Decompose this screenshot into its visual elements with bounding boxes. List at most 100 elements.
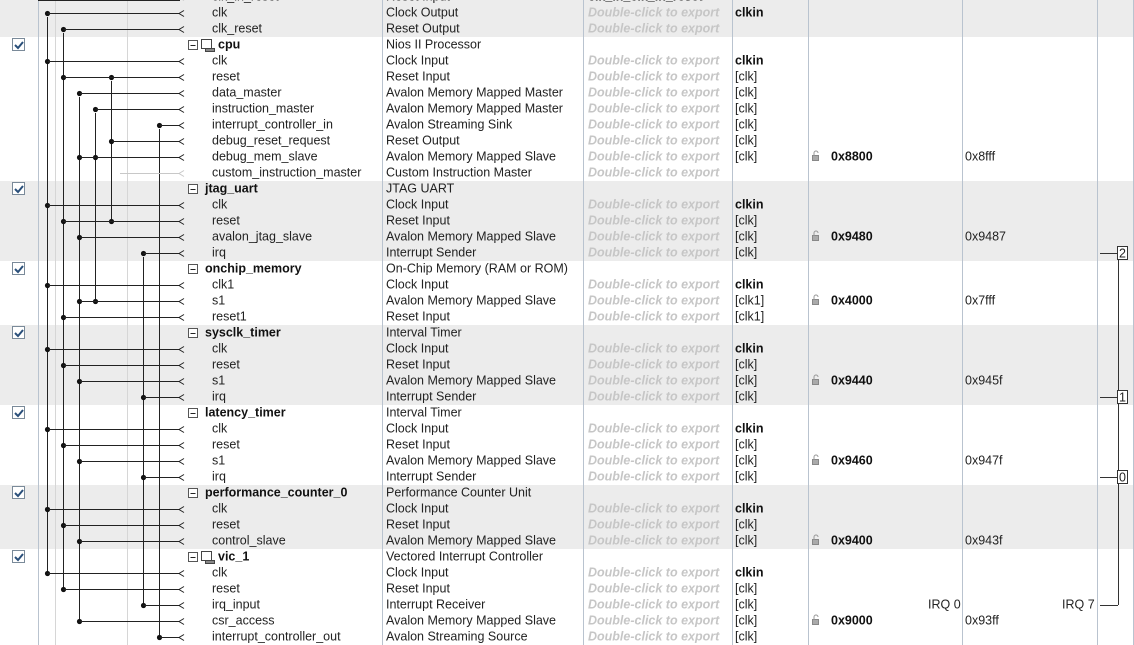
- export[interactable]: Double-click to export: [588, 117, 720, 131]
- export[interactable]: Double-click to export: [588, 85, 720, 99]
- row-background: [0, 69, 1134, 85]
- enable-checkbox[interactable]: [12, 262, 25, 275]
- lock-shackle: [813, 150, 819, 156]
- export[interactable]: Double-click to export: [588, 453, 720, 467]
- clock: clkin: [735, 197, 764, 211]
- collapse-toggle[interactable]: [188, 40, 198, 50]
- export[interactable]: Double-click to export: [588, 69, 720, 83]
- enable-checkbox[interactable]: [12, 326, 25, 339]
- collapse-toggle[interactable]: [188, 328, 198, 338]
- irq-number[interactable]: 0: [1119, 470, 1126, 484]
- lock-shackle: [813, 294, 819, 300]
- export[interactable]: Double-click to export: [588, 469, 720, 483]
- description: Reset Input: [386, 213, 450, 227]
- export[interactable]: Double-click to export: [588, 165, 720, 179]
- description: Reset Input: [386, 517, 450, 531]
- collapse-toggle[interactable]: [188, 488, 198, 498]
- port-name: debug_reset_request: [212, 133, 331, 147]
- description: Avalon Memory Mapped Slave: [386, 293, 556, 307]
- clock: clkin: [735, 421, 764, 435]
- end-address: 0x943f: [965, 533, 1003, 547]
- base-address[interactable]: 0x4000: [831, 293, 873, 307]
- description: Avalon Streaming Source: [386, 629, 528, 643]
- checkbox-box: [12, 550, 25, 563]
- description: Reset Input: [386, 357, 450, 371]
- export[interactable]: Double-click to export: [588, 277, 720, 291]
- enable-checkbox[interactable]: [12, 406, 25, 419]
- checkbox-box: [12, 182, 25, 195]
- collapse-toggle[interactable]: [188, 408, 198, 418]
- export[interactable]: Double-click to export: [588, 533, 720, 547]
- irq-number[interactable]: 1: [1119, 390, 1126, 404]
- export[interactable]: Double-click to export: [588, 229, 720, 243]
- export[interactable]: Double-click to export: [588, 133, 720, 147]
- module-name[interactable]: onchip_memory: [205, 261, 302, 275]
- export[interactable]: Double-click to export: [588, 21, 720, 35]
- checkbox-box: [12, 38, 25, 51]
- row-background: [0, 613, 1134, 629]
- base-address[interactable]: 0x9480: [831, 229, 873, 243]
- export[interactable]: Double-click to export: [588, 597, 720, 611]
- export[interactable]: Double-click to export: [588, 53, 720, 67]
- clock: clkin: [735, 341, 764, 355]
- irq-number[interactable]: 2: [1119, 246, 1126, 260]
- module-name[interactable]: cpu: [218, 37, 240, 51]
- export[interactable]: Double-click to export: [588, 213, 720, 227]
- collapse-toggle[interactable]: [188, 184, 198, 194]
- port-name: clk: [212, 501, 228, 515]
- clock: [clk1]: [735, 293, 764, 307]
- enable-checkbox[interactable]: [12, 38, 25, 51]
- export[interactable]: Double-click to export: [588, 5, 720, 19]
- export[interactable]: Double-click to export: [588, 389, 720, 403]
- export[interactable]: Double-click to export: [588, 101, 720, 115]
- description: Vectored Interrupt Controller: [386, 549, 543, 563]
- clock: [clk]: [735, 581, 757, 595]
- export[interactable]: Double-click to export: [588, 245, 720, 259]
- export[interactable]: Double-click to export: [588, 149, 720, 163]
- export[interactable]: Double-click to export: [588, 565, 720, 579]
- export[interactable]: Double-click to export: [588, 197, 720, 211]
- module-name[interactable]: jtag_uart: [204, 181, 259, 195]
- lock-shackle: [813, 230, 819, 236]
- checkbox-box: [12, 486, 25, 499]
- enable-checkbox[interactable]: [12, 550, 25, 563]
- export[interactable]: Double-click to export: [588, 421, 720, 435]
- export[interactable]: clk_in_clk_in_reset: [588, 0, 703, 3]
- port-name: reset: [212, 437, 240, 451]
- enable-checkbox[interactable]: [12, 486, 25, 499]
- base-address[interactable]: 0x9400: [831, 533, 873, 547]
- collapse-toggle[interactable]: [188, 264, 198, 274]
- export[interactable]: Double-click to export: [588, 373, 720, 387]
- row-background: [0, 629, 1134, 645]
- base-address[interactable]: 0x9440: [831, 373, 873, 387]
- clock: clkin: [735, 277, 764, 291]
- export[interactable]: Double-click to export: [588, 629, 720, 643]
- export[interactable]: Double-click to export: [588, 517, 720, 531]
- enable-checkbox[interactable]: [12, 182, 25, 195]
- irq-box: [1117, 390, 1128, 404]
- collapse-toggle[interactable]: [188, 552, 198, 562]
- export[interactable]: Double-click to export: [588, 341, 720, 355]
- processor-icon: [201, 551, 212, 561]
- base-address[interactable]: 0x8800: [831, 149, 873, 163]
- export[interactable]: Double-click to export: [588, 581, 720, 595]
- description: Avalon Streaming Sink: [386, 117, 513, 131]
- base-address[interactable]: 0x9000: [831, 613, 873, 627]
- port-name: irq: [212, 245, 226, 259]
- export[interactable]: Double-click to export: [588, 293, 720, 307]
- module-name[interactable]: performance_counter_0: [205, 485, 347, 499]
- port-name: avalon_jtag_slave: [212, 229, 312, 243]
- clock: clkin: [735, 565, 764, 579]
- export[interactable]: Double-click to export: [588, 613, 720, 627]
- port-name: reset: [212, 581, 240, 595]
- module-name[interactable]: sysclk_timer: [205, 325, 281, 339]
- module-name[interactable]: latency_timer: [205, 405, 286, 419]
- export[interactable]: Double-click to export: [588, 309, 720, 323]
- processor-icon: [201, 39, 212, 49]
- module-name[interactable]: vic_1: [218, 549, 249, 563]
- base-address[interactable]: 0x9460: [831, 453, 873, 467]
- export[interactable]: Double-click to export: [588, 437, 720, 451]
- export[interactable]: Double-click to export: [588, 501, 720, 515]
- row-background: [0, 133, 1134, 149]
- export[interactable]: Double-click to export: [588, 357, 720, 371]
